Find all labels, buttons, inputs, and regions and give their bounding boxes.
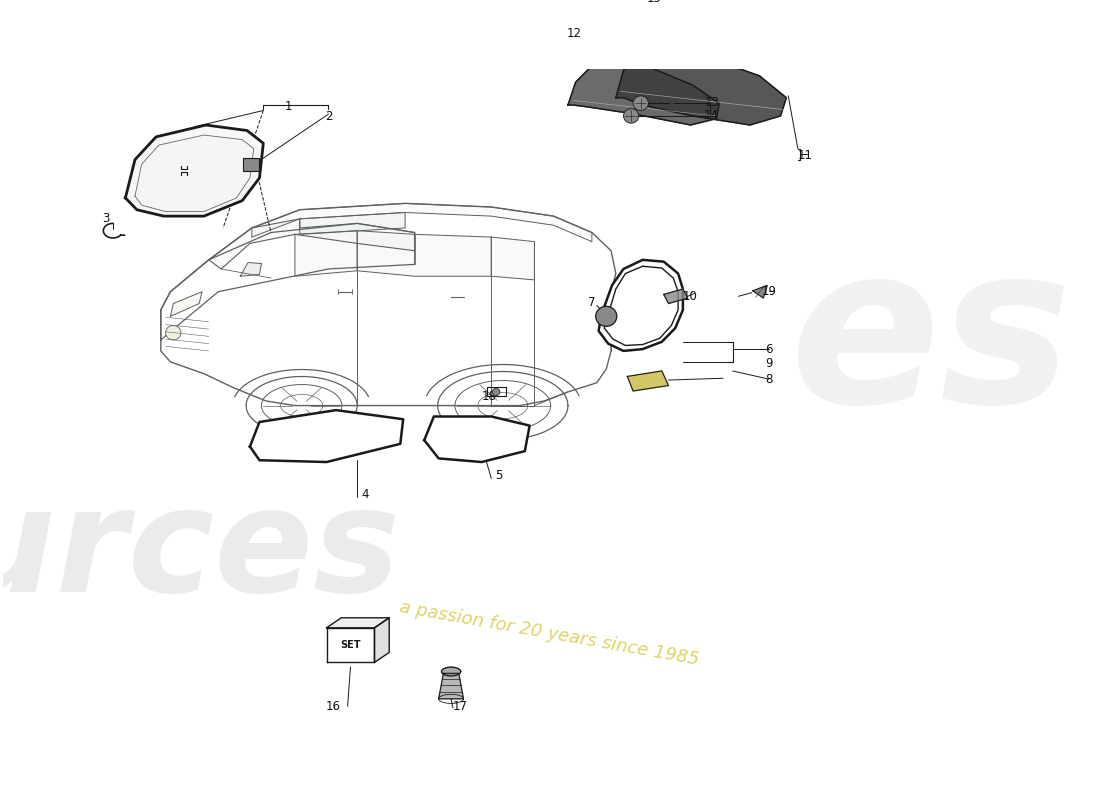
- Polygon shape: [627, 371, 669, 391]
- Text: 16: 16: [326, 700, 341, 713]
- Polygon shape: [240, 262, 262, 276]
- Text: 14: 14: [704, 110, 719, 122]
- Circle shape: [166, 326, 180, 340]
- Polygon shape: [441, 667, 461, 676]
- FancyBboxPatch shape: [243, 158, 258, 170]
- Text: 4: 4: [361, 488, 368, 502]
- Circle shape: [493, 388, 499, 395]
- Polygon shape: [295, 230, 358, 276]
- Circle shape: [645, 0, 663, 14]
- Text: 10: 10: [683, 290, 698, 302]
- Polygon shape: [358, 230, 492, 276]
- Polygon shape: [299, 213, 405, 234]
- Text: SET: SET: [340, 640, 361, 650]
- Polygon shape: [125, 125, 263, 216]
- Text: 2: 2: [324, 110, 332, 123]
- Text: 12: 12: [566, 27, 581, 41]
- Text: 15: 15: [647, 0, 661, 5]
- Polygon shape: [135, 135, 254, 211]
- Text: es: es: [791, 235, 1074, 449]
- Polygon shape: [425, 417, 529, 462]
- Polygon shape: [327, 628, 374, 662]
- Text: 8: 8: [766, 373, 773, 386]
- Text: 11: 11: [798, 149, 813, 162]
- Polygon shape: [663, 289, 688, 303]
- Circle shape: [624, 109, 639, 123]
- Polygon shape: [209, 219, 415, 269]
- Polygon shape: [170, 292, 202, 316]
- Circle shape: [566, 32, 582, 46]
- Text: a passion for 20 years since 1985: a passion for 20 years since 1985: [397, 598, 700, 669]
- Text: 7: 7: [588, 296, 595, 309]
- Text: 17: 17: [453, 700, 469, 713]
- Polygon shape: [252, 203, 592, 242]
- Text: 18: 18: [482, 390, 497, 403]
- Polygon shape: [492, 237, 535, 280]
- Text: 3: 3: [102, 212, 110, 226]
- Circle shape: [634, 96, 648, 110]
- Circle shape: [596, 306, 617, 326]
- Polygon shape: [374, 618, 389, 662]
- Text: 1: 1: [285, 100, 292, 114]
- Polygon shape: [616, 50, 786, 125]
- Polygon shape: [598, 260, 683, 351]
- Text: 19: 19: [761, 286, 777, 298]
- Text: eurces: eurces: [0, 481, 400, 622]
- Text: 9: 9: [766, 357, 773, 370]
- Text: 6: 6: [766, 342, 773, 355]
- Polygon shape: [125, 125, 263, 216]
- Text: 13: 13: [704, 96, 719, 109]
- Polygon shape: [250, 410, 404, 462]
- Polygon shape: [568, 62, 719, 125]
- Polygon shape: [327, 618, 389, 628]
- Polygon shape: [439, 674, 463, 699]
- Text: 5: 5: [495, 470, 503, 482]
- Polygon shape: [752, 286, 767, 298]
